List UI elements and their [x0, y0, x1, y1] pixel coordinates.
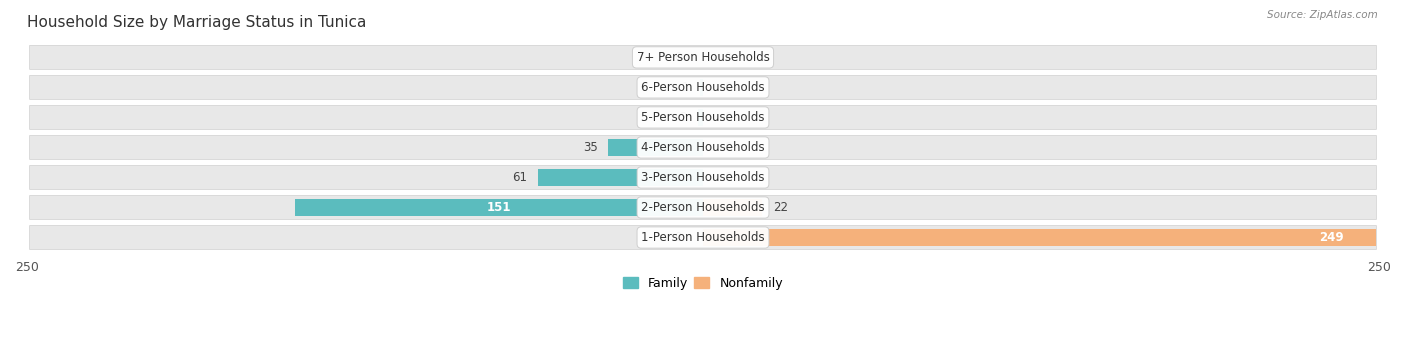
Text: 6-Person Households: 6-Person Households: [641, 81, 765, 94]
Text: 3-Person Households: 3-Person Households: [641, 171, 765, 184]
FancyBboxPatch shape: [30, 195, 1376, 220]
Text: 0: 0: [673, 51, 682, 64]
Text: 151: 151: [486, 201, 510, 214]
FancyBboxPatch shape: [30, 225, 1376, 250]
Bar: [703, 199, 762, 216]
Text: 5-Person Households: 5-Person Households: [641, 111, 765, 124]
Bar: [538, 169, 703, 186]
Bar: [697, 109, 703, 126]
FancyBboxPatch shape: [30, 105, 1376, 130]
FancyBboxPatch shape: [30, 45, 1376, 70]
Text: 0: 0: [724, 141, 733, 154]
Text: Source: ZipAtlas.com: Source: ZipAtlas.com: [1267, 10, 1378, 20]
FancyBboxPatch shape: [30, 135, 1376, 160]
Text: 249: 249: [1319, 231, 1344, 244]
Text: 1-Person Households: 1-Person Households: [641, 231, 765, 244]
FancyBboxPatch shape: [30, 165, 1376, 190]
Text: 0: 0: [724, 171, 733, 184]
Bar: [609, 139, 703, 156]
Text: 1: 1: [682, 81, 689, 94]
Bar: [703, 229, 1376, 246]
Text: 4-Person Households: 4-Person Households: [641, 141, 765, 154]
Text: 35: 35: [582, 141, 598, 154]
Legend: Family, Nonfamily: Family, Nonfamily: [619, 272, 787, 295]
Bar: [295, 199, 703, 216]
Bar: [700, 79, 703, 96]
Text: Household Size by Marriage Status in Tunica: Household Size by Marriage Status in Tun…: [27, 15, 367, 30]
Text: 0: 0: [724, 51, 733, 64]
Text: 61: 61: [512, 171, 527, 184]
Text: 0: 0: [724, 81, 733, 94]
FancyBboxPatch shape: [30, 75, 1376, 100]
Text: 0: 0: [724, 111, 733, 124]
Text: 7+ Person Households: 7+ Person Households: [637, 51, 769, 64]
Text: 0: 0: [673, 231, 682, 244]
Text: 2: 2: [679, 111, 686, 124]
Text: 2-Person Households: 2-Person Households: [641, 201, 765, 214]
Text: 22: 22: [773, 201, 789, 214]
